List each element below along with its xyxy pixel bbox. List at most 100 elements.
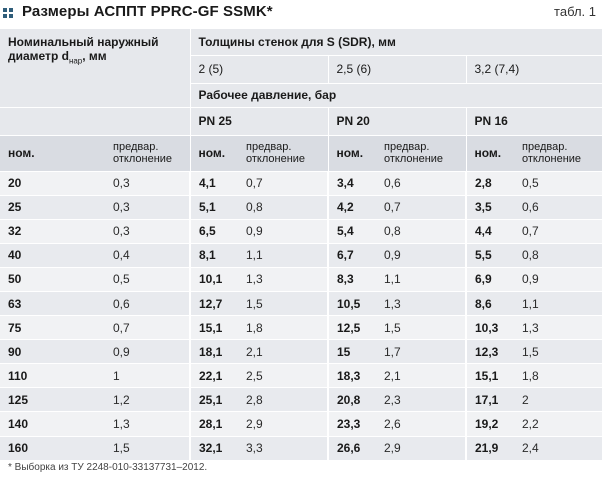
nominal-cell: 28,1: [189, 411, 238, 437]
dev-header: предвар. отклонение: [514, 135, 602, 172]
deviation-cell: 2,8: [238, 387, 328, 413]
sdr-3: 3,2 (7,4): [465, 55, 602, 84]
nominal-cell: 12,7: [189, 291, 238, 317]
nominal-cell: 5,5: [465, 243, 514, 268]
deviation-cell: 2,5: [238, 363, 328, 389]
nominal-cell: 18,3: [327, 363, 376, 389]
deviation-cell: 1: [105, 363, 190, 389]
deviation-cell: 2,2: [514, 411, 602, 437]
deviation-cell: 2,4: [514, 436, 602, 461]
nominal-cell: 22,1: [189, 363, 238, 389]
nominal-cell: 2,8: [465, 171, 514, 196]
nom-header: ном.: [327, 135, 376, 172]
table-row: 160 1,5 32,1 3,3 26,6 2,9 21,9 2,4: [0, 436, 602, 461]
deviation-cell: 2,9: [376, 436, 466, 461]
nominal-cell: 19,2: [465, 411, 514, 437]
nominal-cell: 40: [0, 243, 105, 268]
deviation-cell: 0,9: [376, 243, 466, 268]
table-row: 40 0,4 8,1 1,1 6,7 0,9 5,5 0,8: [0, 243, 602, 268]
nominal-cell: 32,1: [189, 436, 238, 461]
wall-thickness-header: Толщины стенок для S (SDR), мм: [189, 29, 602, 56]
nominal-cell: 10,1: [189, 267, 238, 292]
deviation-cell: 0,3: [105, 219, 190, 244]
deviation-cell: 0,9: [514, 267, 602, 292]
nominal-cell: 20: [0, 171, 105, 196]
nominal-cell: 3,4: [327, 171, 376, 196]
deviation-cell: 1,1: [514, 291, 602, 317]
deviation-cell: 0,7: [514, 219, 602, 244]
deviation-cell: 0,9: [105, 339, 190, 365]
deviation-cell: 1,3: [105, 411, 190, 437]
nominal-cell: 110: [0, 363, 105, 389]
nominal-cell: 32: [0, 219, 105, 244]
dev-header: предвар. отклонение: [105, 135, 190, 172]
nominal-cell: 5,1: [189, 195, 238, 220]
nominal-cell: 63: [0, 291, 105, 317]
deviation-cell: 0,4: [105, 243, 190, 268]
dimensions-table: Номинальный наружный диаметр dнар, мм То…: [0, 29, 602, 461]
table-row: 20 0,3 4,1 0,7 3,4 0,6 2,8 0,5: [0, 171, 602, 196]
deviation-cell: 1,5: [376, 315, 466, 341]
nominal-cell: 4,2: [327, 195, 376, 220]
deviation-cell: 1,5: [238, 291, 328, 317]
nominal-cell: 25: [0, 195, 105, 220]
table-row: 32 0,3 6,5 0,9 5,4 0,8 4,4 0,7: [0, 219, 602, 244]
table-row: 25 0,3 5,1 0,8 4,2 0,7 3,5 0,6: [0, 195, 602, 220]
deviation-cell: 0,5: [514, 171, 602, 196]
diameter-header: Номинальный наружный диаметр dнар, мм: [0, 29, 190, 108]
pressure-header: Рабочее давление, бар: [189, 83, 602, 108]
dev-header: предвар. отклонение: [238, 135, 328, 172]
table-row: 140 1,3 28,1 2,9 23,3 2,6 19,2 2,2: [0, 411, 602, 437]
deviation-cell: 1,3: [376, 291, 466, 317]
table-row: 90 0,9 18,1 2,1 15 1,7 12,3 1,5: [0, 339, 602, 365]
deviation-cell: 2,1: [376, 363, 466, 389]
nominal-cell: 6,9: [465, 267, 514, 292]
nominal-cell: 8,1: [189, 243, 238, 268]
deviation-cell: 1,1: [238, 243, 328, 268]
nominal-cell: 15,1: [189, 315, 238, 341]
table-row: 63 0,6 12,7 1,5 10,5 1,3 8,6 1,1: [0, 291, 602, 317]
deviation-cell: 0,7: [238, 171, 328, 196]
deviation-cell: 0,7: [105, 315, 190, 341]
pn-20: PN 20: [327, 107, 466, 136]
nominal-cell: 90: [0, 339, 105, 365]
deviation-cell: 0,6: [105, 291, 190, 317]
nominal-cell: 15: [327, 339, 376, 365]
nominal-cell: 3,5: [465, 195, 514, 220]
nominal-cell: 6,5: [189, 219, 238, 244]
deviation-cell: 0,6: [514, 195, 602, 220]
deviation-cell: 0,8: [238, 195, 328, 220]
nominal-cell: 50: [0, 267, 105, 292]
deviation-cell: 1,3: [514, 315, 602, 341]
nominal-cell: 8,6: [465, 291, 514, 317]
title-bar: Размеры АСППТ PPRC-GF SSMK* табл. 1: [0, 0, 602, 28]
deviation-cell: 0,8: [376, 219, 466, 244]
deviation-cell: 0,9: [238, 219, 328, 244]
nominal-cell: 25,1: [189, 387, 238, 413]
deviation-cell: 0,8: [514, 243, 602, 268]
table-row: 125 1,2 25,1 2,8 20,8 2,3 17,1 2: [0, 387, 602, 413]
deviation-cell: 1,5: [105, 436, 190, 461]
nominal-cell: 26,6: [327, 436, 376, 461]
sdr-2: 2,5 (6): [327, 55, 466, 84]
nominal-cell: 4,4: [465, 219, 514, 244]
deviation-cell: 0,3: [105, 171, 190, 196]
nominal-cell: 4,1: [189, 171, 238, 196]
table-row: 50 0,5 10,1 1,3 8,3 1,1 6,9 0,9: [0, 267, 602, 292]
deviation-cell: 1,8: [514, 363, 602, 389]
nominal-cell: 18,1: [189, 339, 238, 365]
table-row: 110 1 22,1 2,5 18,3 2,1 15,1 1,8: [0, 363, 602, 389]
nominal-cell: 8,3: [327, 267, 376, 292]
deviation-cell: 2,1: [238, 339, 328, 365]
pn-25: PN 25: [189, 107, 328, 136]
deviation-cell: 1,2: [105, 387, 190, 413]
deviation-cell: 1,1: [376, 267, 466, 292]
nominal-cell: 20,8: [327, 387, 376, 413]
deviation-cell: 0,6: [376, 171, 466, 196]
deviation-cell: 0,3: [105, 195, 190, 220]
nominal-cell: 6,7: [327, 243, 376, 268]
deviation-cell: 2,9: [238, 411, 328, 437]
deviation-cell: 0,5: [105, 267, 190, 292]
nominal-cell: 12,5: [327, 315, 376, 341]
nominal-cell: 10,5: [327, 291, 376, 317]
